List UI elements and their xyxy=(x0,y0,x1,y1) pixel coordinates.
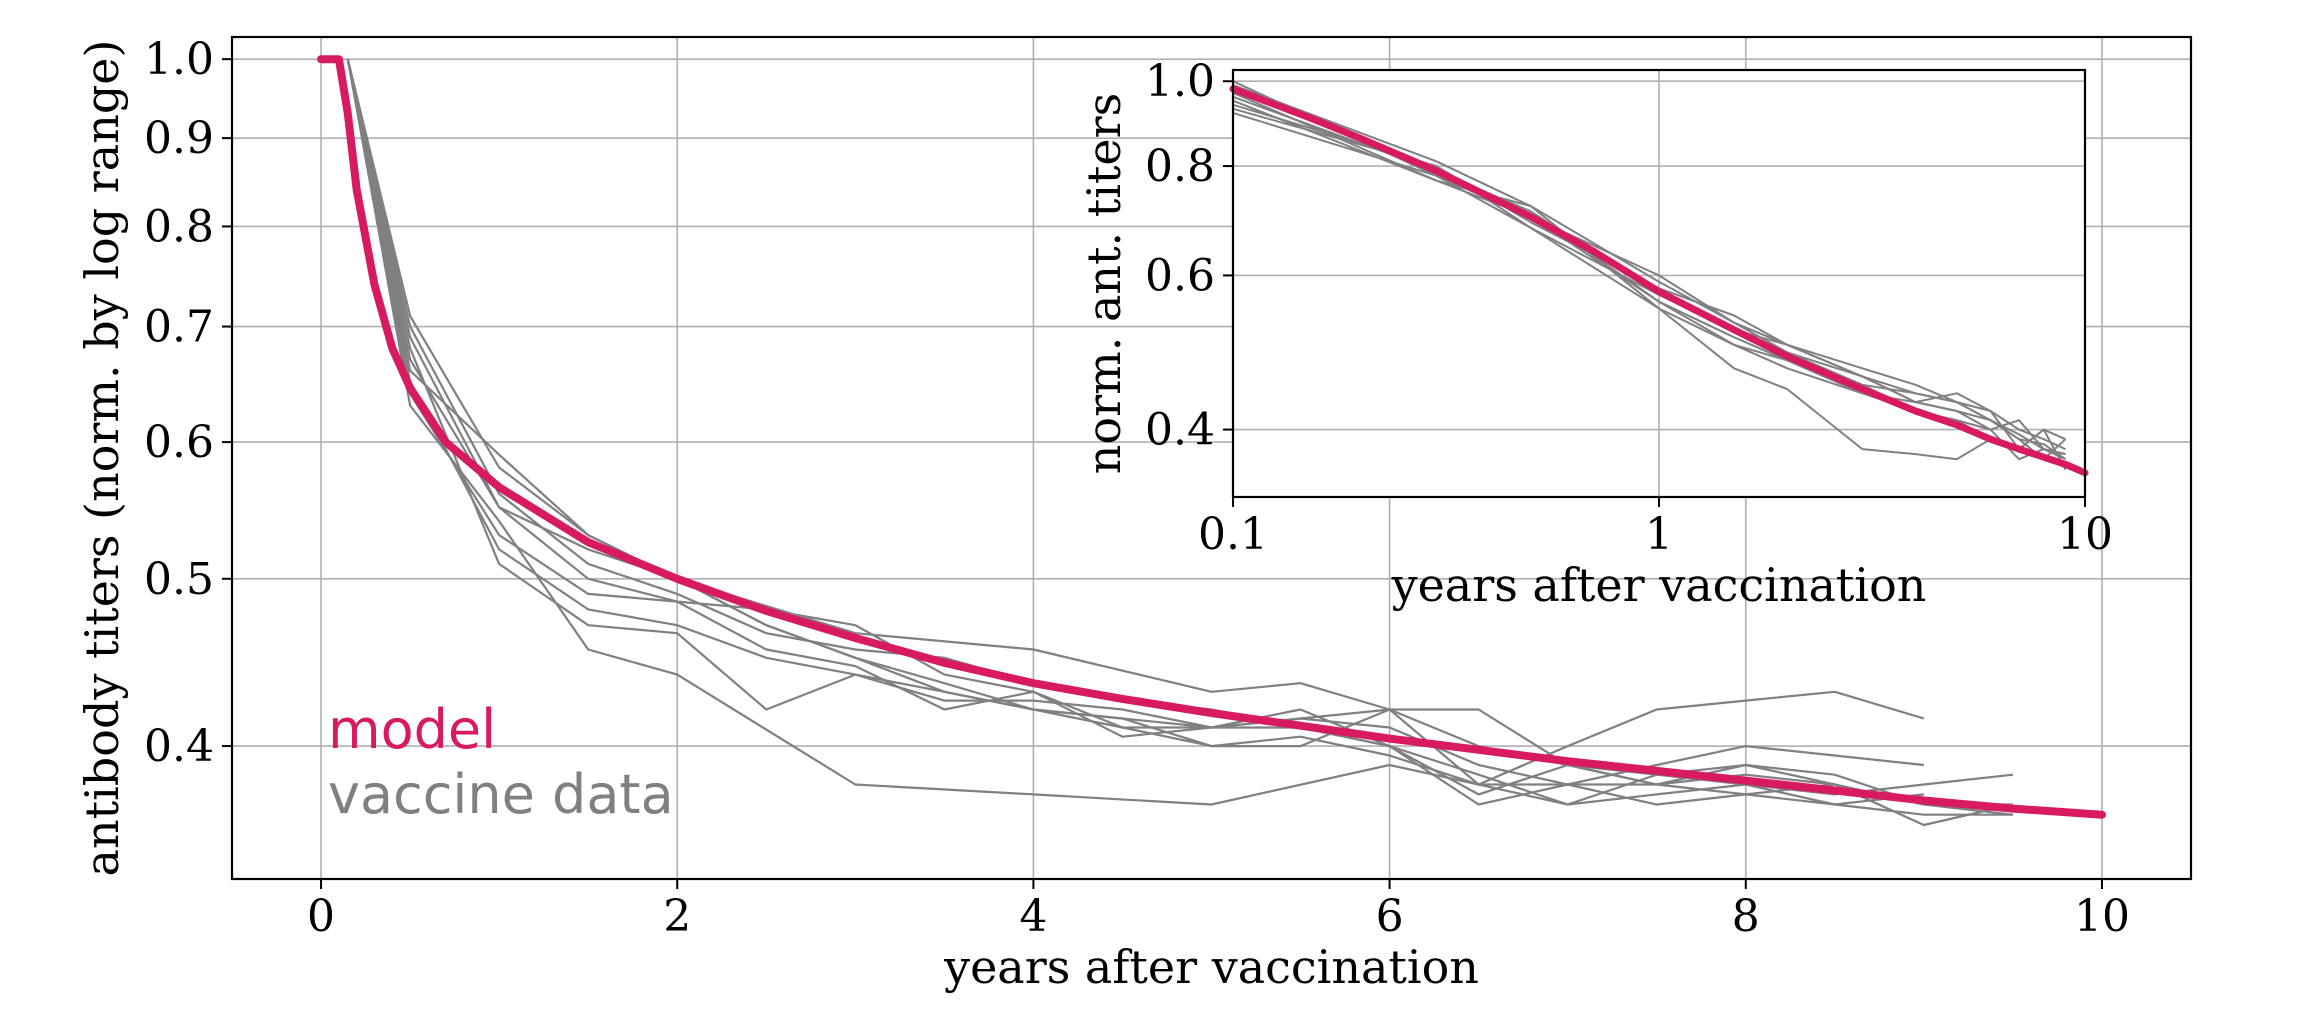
model-line xyxy=(317,55,2106,819)
x-tick-label: 8 xyxy=(1732,891,1760,942)
y-tick-label: 0.8 xyxy=(1145,141,1215,192)
y-tick-label: 0.5 xyxy=(144,554,214,605)
y-axis: 1.0 0.9 0.8 0.7 0.6 0.5 0.4 xyxy=(144,34,232,772)
axes-frame xyxy=(230,35,2193,881)
y-axis: 1.0 0.8 0.6 0.4 xyxy=(1145,56,1233,456)
y-tick-label: 1.0 xyxy=(1145,56,1215,107)
legend-vaccine-data: vaccine data xyxy=(328,763,674,826)
x-tick-label: 2 xyxy=(663,891,691,942)
inset-chart: 0.1 1 10 1.0 0.8 0.6 0.4 years after vaccinatio… xyxy=(1077,56,2113,612)
legend-model: model xyxy=(328,698,496,761)
y-axis-label: norm. ant. titers xyxy=(1077,93,1131,474)
vaccine-data-line xyxy=(346,58,2014,806)
vaccine-data-line xyxy=(346,59,1925,806)
x-tick-label: 4 xyxy=(1019,891,1047,942)
y-tick-label: 0.6 xyxy=(1145,250,1215,301)
y-tick-label: 1.0 xyxy=(144,34,214,85)
y-tick-label: 0.6 xyxy=(144,417,214,468)
y-tick-label: 0.4 xyxy=(1145,405,1215,456)
y-axis-label: antibody titers (norm. by log range) xyxy=(75,40,129,877)
x-axis-label: years after vaccination xyxy=(1391,558,1927,612)
vaccine-data-line xyxy=(1232,87,2066,456)
y-tick-label: 0.9 xyxy=(144,113,214,164)
model-line xyxy=(1229,85,2089,477)
x-tick-label: 10 xyxy=(2074,891,2130,942)
y-tick-label: 0.7 xyxy=(144,302,214,353)
x-tick-label: 0 xyxy=(307,891,335,942)
x-axis-label: years after vaccination xyxy=(943,940,1479,994)
vaccine-data-line xyxy=(346,58,2013,816)
x-tick-label: 0.1 xyxy=(1198,509,1268,560)
x-tick-label: 6 xyxy=(1376,891,1404,942)
x-tick-label: 1 xyxy=(1645,509,1673,560)
x-axis: 0.1 1 10 xyxy=(1198,497,2113,560)
y-tick-label: 0.4 xyxy=(144,721,214,772)
x-tick-label: 10 xyxy=(2057,509,2113,560)
y-tick-label: 0.8 xyxy=(144,201,214,252)
vaccine-data-line xyxy=(1232,84,2067,461)
vaccine-data-line xyxy=(346,58,2014,816)
x-axis: 0 2 4 6 8 10 xyxy=(307,879,2130,942)
